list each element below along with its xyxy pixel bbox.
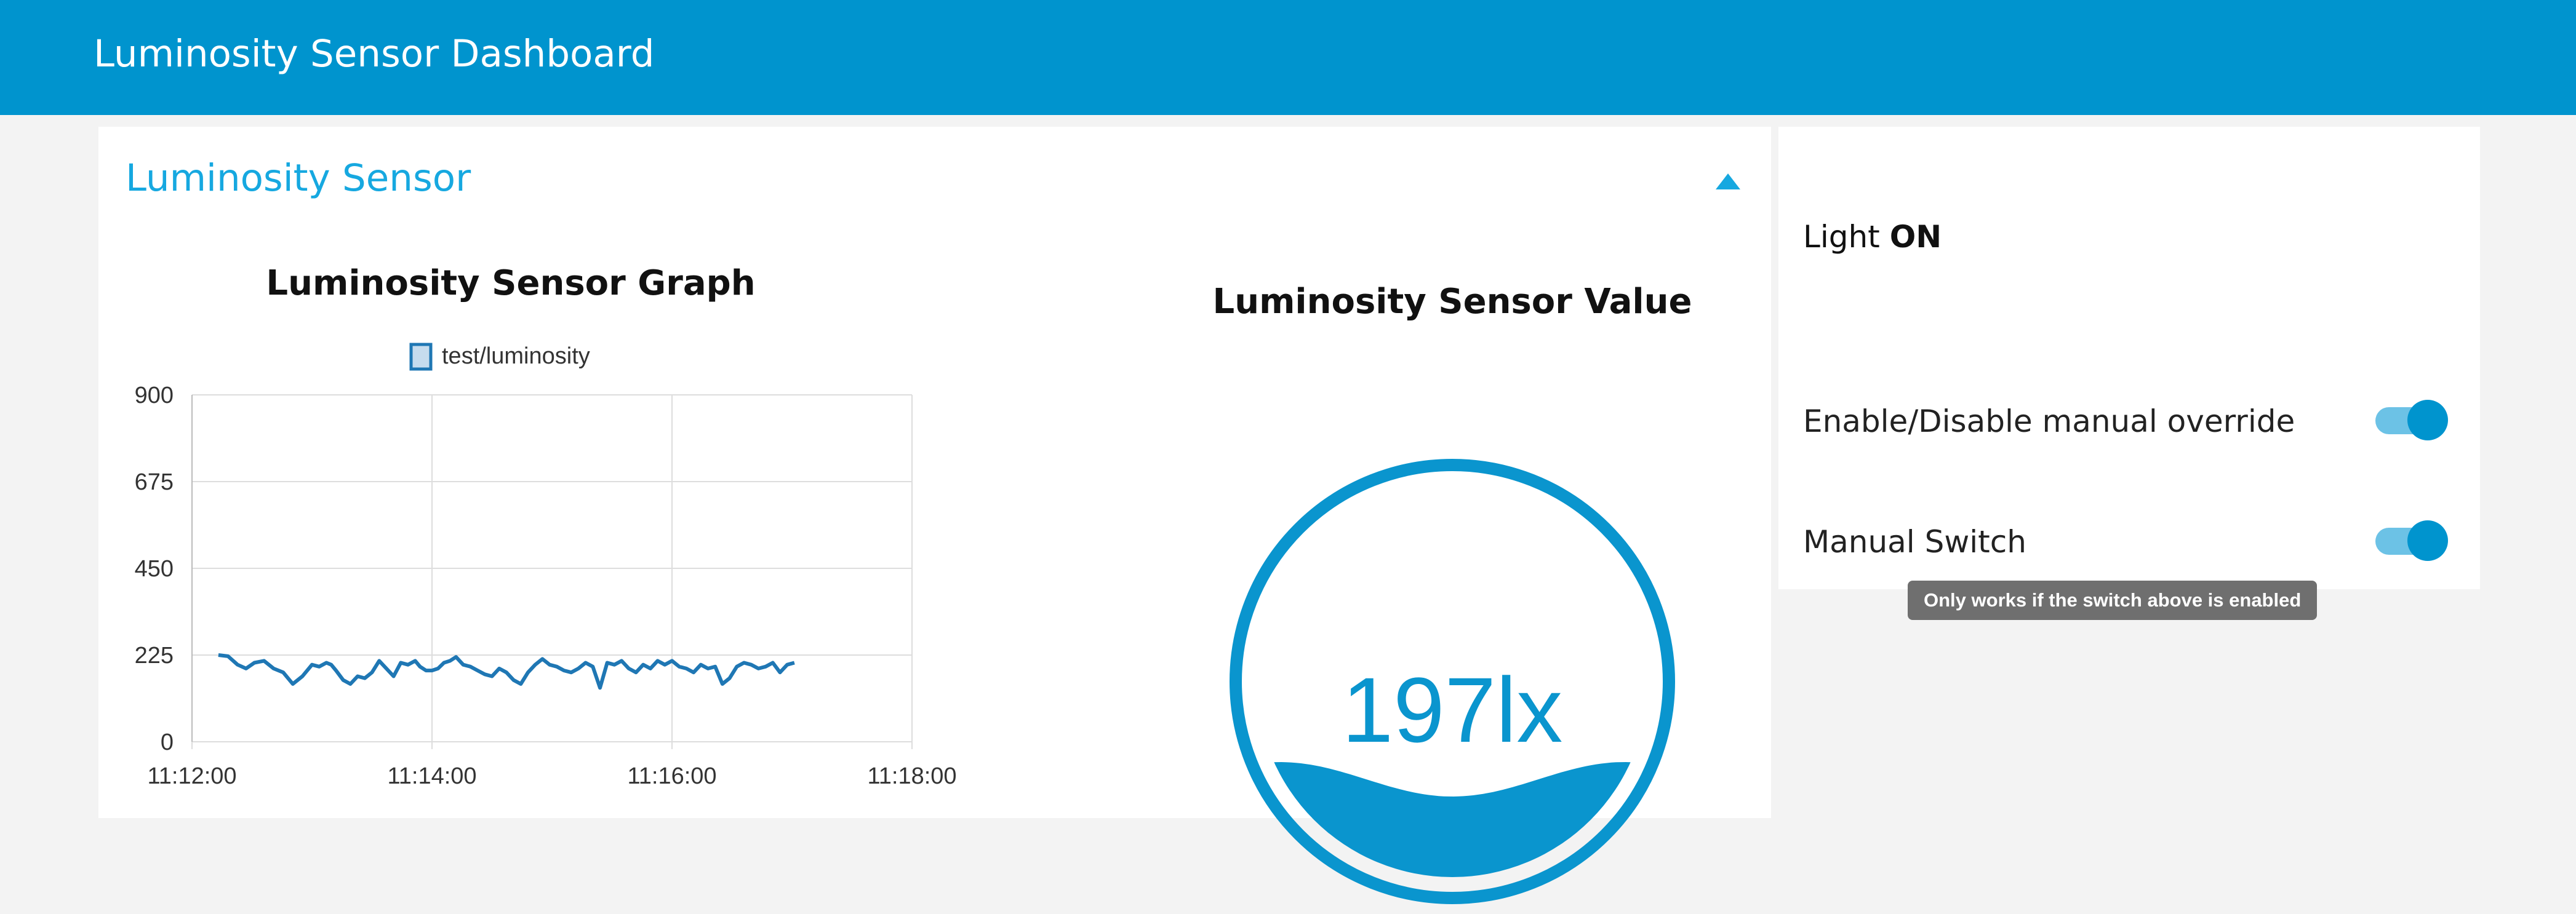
- override-toggle-thumb: [2407, 400, 2448, 440]
- manual-switch-toggle[interactable]: [2375, 518, 2449, 561]
- luminosity-group-card: Luminosity Sensor Luminosity Sensor Grap…: [98, 127, 1771, 904]
- legend-label: test/luminosity: [442, 343, 590, 369]
- x-tick-label: 11:18:00: [867, 763, 956, 789]
- top-bar: Luminosity Sensor Dashboard: [0, 0, 2576, 115]
- manual-switch-tooltip: Only works if the switch above is enable…: [1908, 581, 2318, 620]
- legend-swatch: [409, 343, 433, 371]
- x-tick-label: 11:14:00: [387, 763, 476, 789]
- light-state: ON: [1889, 219, 1942, 255]
- y-tick-label: 225: [135, 643, 174, 669]
- caret-up-icon[interactable]: [1716, 173, 1740, 189]
- y-tick-label: 900: [135, 383, 174, 408]
- controls-card: Light ON Enable/Disable manual override …: [1778, 127, 2480, 589]
- luminosity-gauge: 197lx: [1230, 459, 1675, 904]
- gauge-title: Luminosity Sensor Value: [1212, 282, 1692, 322]
- override-toggle[interactable]: [2375, 397, 2449, 440]
- light-label: Light: [1803, 219, 1880, 255]
- luminosity-chart: 0 225 450 675 900 11:12:00 11:14:00 11:16:00 11:…: [135, 343, 957, 789]
- light-status-text: Light ON: [1803, 219, 1942, 255]
- dashboard-title: Luminosity Sensor Dashboard: [94, 32, 655, 76]
- y-tick-label: 0: [161, 729, 174, 755]
- manual-toggle-thumb: [2407, 520, 2448, 561]
- chart-title: Luminosity Sensor Graph: [266, 263, 756, 303]
- series-line-test-luminosity: [218, 653, 795, 690]
- override-label: Enable/Disable manual override: [1803, 403, 2295, 439]
- gauge-value-text: 197lx: [1342, 658, 1563, 761]
- group-title[interactable]: Luminosity Sensor: [126, 156, 471, 200]
- y-tick-label: 450: [135, 556, 174, 582]
- manual-switch-label: Manual Switch: [1803, 524, 2026, 560]
- x-tick-label: 11:12:00: [147, 763, 236, 789]
- x-tick-label: 11:16:00: [627, 763, 716, 789]
- y-tick-label: 675: [135, 469, 174, 495]
